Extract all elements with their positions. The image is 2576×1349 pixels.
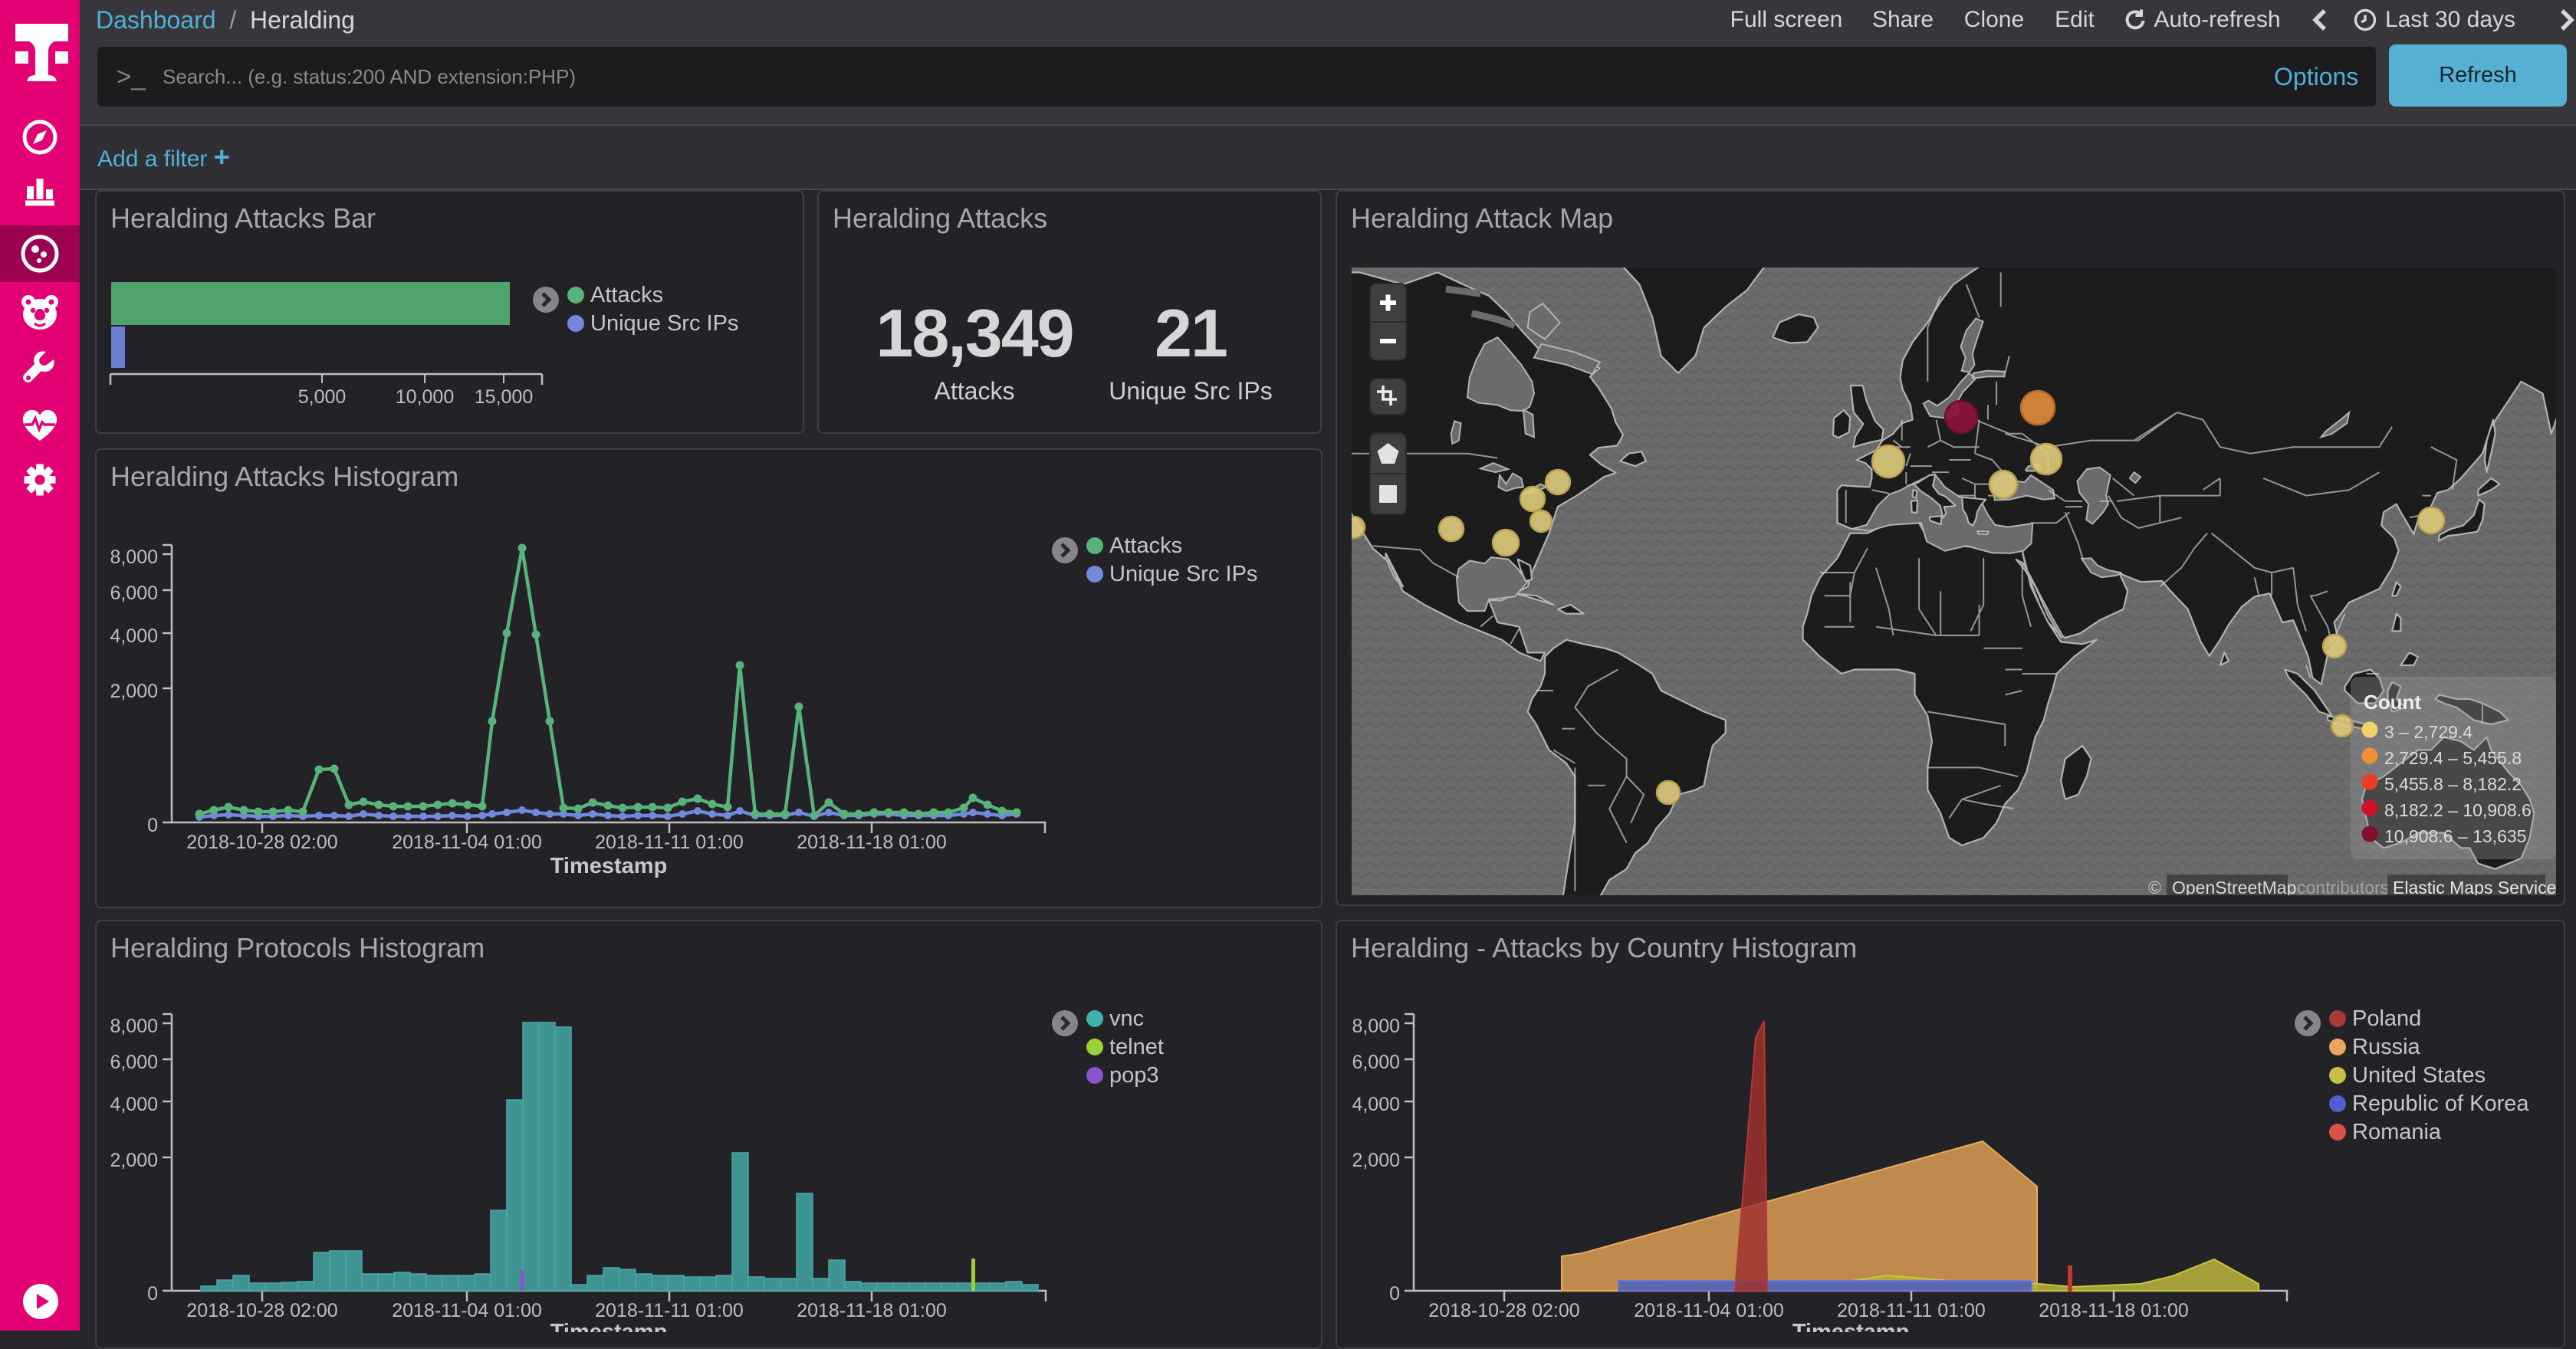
svg-text:0: 0: [147, 1283, 158, 1305]
svg-text:2018-11-18 01:00: 2018-11-18 01:00: [797, 1300, 947, 1321]
svg-text:2018-11-04 01:00: 2018-11-04 01:00: [392, 1300, 542, 1321]
svg-text:8,000: 8,000: [110, 1016, 158, 1037]
svg-text:2,729.4 – 5,455.8: 2,729.4 – 5,455.8: [2384, 748, 2522, 768]
svg-text:3 – 2,729.4: 3 – 2,729.4: [2384, 722, 2472, 742]
svg-text:4,000: 4,000: [110, 1094, 158, 1115]
svg-text:2018-11-11 01:00: 2018-11-11 01:00: [595, 1300, 744, 1321]
svg-text:2018-11-18 01:00: 2018-11-18 01:00: [797, 832, 947, 853]
svg-text:0: 0: [147, 815, 158, 836]
svg-text:Elastic Maps Service: Elastic Maps Service: [2393, 878, 2556, 895]
svg-text:6,000: 6,000: [1352, 1052, 1400, 1073]
svg-text:5,000: 5,000: [298, 386, 347, 408]
svg-text:0: 0: [1389, 1283, 1400, 1305]
svg-text:10,000: 10,000: [396, 386, 454, 408]
svg-text:2018-10-28 02:00: 2018-10-28 02:00: [186, 1300, 337, 1321]
svg-text:2018-11-18 01:00: 2018-11-18 01:00: [2039, 1300, 2189, 1321]
svg-text:2,000: 2,000: [1352, 1150, 1400, 1171]
svg-text:8,000: 8,000: [1352, 1016, 1400, 1037]
svg-text:2018-11-04 01:00: 2018-11-04 01:00: [392, 832, 542, 853]
svg-text:2018-10-28 02:00: 2018-10-28 02:00: [1428, 1300, 1579, 1321]
svg-text:Timestamp: Timestamp: [550, 1320, 668, 1332]
svg-text:10,908.6 – 13,635: 10,908.6 – 13,635: [2384, 826, 2526, 846]
svg-text:contributors,: contributors,: [2297, 878, 2394, 895]
svg-text:5,455.8 – 8,182.2: 5,455.8 – 8,182.2: [2384, 774, 2522, 794]
svg-text:8,000: 8,000: [110, 546, 158, 568]
svg-text:6,000: 6,000: [110, 583, 158, 604]
svg-text:8,182.2 – 10,908.6: 8,182.2 – 10,908.6: [2384, 800, 2532, 820]
svg-text:2018-11-11 01:00: 2018-11-11 01:00: [1837, 1300, 1986, 1321]
svg-text:15,000: 15,000: [475, 386, 533, 408]
svg-text:2018-11-04 01:00: 2018-11-04 01:00: [1634, 1300, 1784, 1321]
svg-text:Timestamp: Timestamp: [1792, 1320, 1910, 1332]
svg-text:OpenStreetMap: OpenStreetMap: [2172, 878, 2296, 895]
svg-text:Timestamp: Timestamp: [550, 854, 668, 878]
svg-text:2018-11-11 01:00: 2018-11-11 01:00: [595, 832, 744, 853]
svg-text:Count: Count: [2364, 691, 2421, 714]
svg-text:©: ©: [2148, 878, 2161, 895]
svg-text:2,000: 2,000: [110, 1150, 158, 1171]
svg-text:4,000: 4,000: [110, 625, 158, 647]
svg-text:6,000: 6,000: [110, 1052, 158, 1073]
svg-text:2018-10-28 02:00: 2018-10-28 02:00: [186, 832, 337, 853]
svg-text:4,000: 4,000: [1352, 1094, 1400, 1115]
svg-text:2,000: 2,000: [110, 681, 158, 702]
